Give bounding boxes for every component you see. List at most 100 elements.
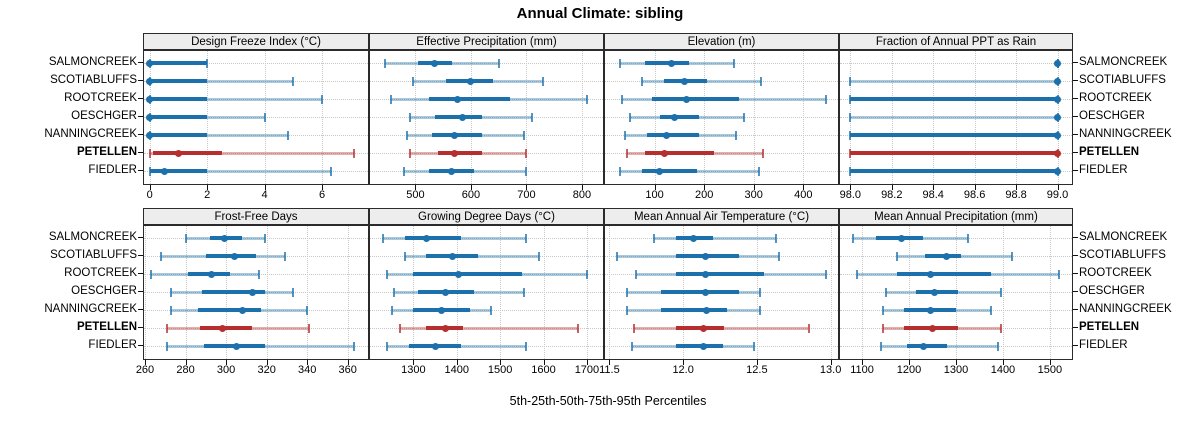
band-25-75 xyxy=(652,97,739,101)
whisker-5-95 xyxy=(149,116,265,119)
whisker-cap xyxy=(641,77,644,86)
y-axis-tick-right xyxy=(1073,134,1078,135)
median-dot xyxy=(442,324,450,332)
y-axis-tick-left xyxy=(138,98,143,99)
whisker-cap xyxy=(263,113,266,122)
x-axis-tick-label: 500 xyxy=(406,189,425,201)
median-dot xyxy=(431,342,439,350)
y-axis-tick-right xyxy=(1073,170,1078,171)
x-axis-tick-label: 1400 xyxy=(990,364,1016,376)
panel-body-effective-precipitation-mm xyxy=(369,50,604,185)
band-25-75 xyxy=(149,97,208,101)
x-axis-tick xyxy=(1002,360,1004,365)
x-axis-tick xyxy=(830,360,832,365)
h-gridline xyxy=(370,135,603,136)
x-axis-tick-label: 300 xyxy=(216,364,236,376)
band-25-75 xyxy=(675,272,765,276)
x-axis-tick xyxy=(850,185,852,190)
whisker-cap xyxy=(160,252,163,261)
site-label-right: SALMONCREEK xyxy=(1079,56,1168,68)
y-axis-tick-left xyxy=(138,80,143,81)
x-axis-tick xyxy=(581,185,583,190)
whisker-cap xyxy=(184,234,187,243)
whisker-5-95 xyxy=(850,116,1058,119)
whisker-cap xyxy=(999,288,1002,297)
site-label-left: OESCHGER xyxy=(71,285,137,297)
x-axis-tick-label: 320 xyxy=(257,364,276,376)
x-axis-tick xyxy=(909,360,911,365)
whisker-cap xyxy=(882,306,885,315)
y-axis-tick-left xyxy=(138,62,143,63)
x-axis-tick-label: 360 xyxy=(338,364,357,376)
band-25-75 xyxy=(644,61,690,65)
whisker-cap xyxy=(896,252,899,261)
h-gridline xyxy=(605,171,838,172)
x-axis-tick xyxy=(1057,185,1059,190)
median-dot xyxy=(450,131,458,139)
median-dot xyxy=(467,77,475,85)
y-axis-tick-left xyxy=(138,116,143,117)
whisker-cap xyxy=(329,167,332,176)
whisker-5-95 xyxy=(653,237,777,240)
x-axis-tick-label: 400 xyxy=(794,189,813,201)
site-label-left: FIEDLER xyxy=(88,164,137,176)
whisker-cap xyxy=(585,270,588,279)
x-axis-tick xyxy=(704,185,706,190)
whisker-cap xyxy=(849,113,852,122)
x-axis-tick-label: 6 xyxy=(318,189,326,201)
median-dot xyxy=(459,113,467,121)
median-dot xyxy=(448,252,456,260)
median-dot xyxy=(146,59,154,67)
whisker-cap xyxy=(824,95,827,104)
band-25-75 xyxy=(647,133,700,137)
x-axis-tick-label: 800 xyxy=(572,189,592,201)
whisker-5-95 xyxy=(149,134,288,137)
site-label-right: ROOTCREEK xyxy=(1079,92,1152,104)
whisker-cap xyxy=(263,234,266,243)
panel-header-fraction-of-annual-ppt-as-rain: Fraction of Annual PPT as Rain xyxy=(839,33,1073,50)
median-dot xyxy=(450,149,458,157)
whisker-cap xyxy=(150,270,153,279)
whisker-5-95 xyxy=(149,80,294,83)
whisker-cap xyxy=(1011,252,1014,261)
whisker-cap xyxy=(392,288,395,297)
whisker-cap xyxy=(382,234,385,243)
h-gridline xyxy=(370,153,603,154)
y-axis-tick-right xyxy=(1073,345,1078,346)
whisker-cap xyxy=(807,324,810,333)
x-axis-tick xyxy=(683,360,685,365)
median-dot xyxy=(931,288,939,296)
h-gridline xyxy=(144,153,368,154)
whisker-cap xyxy=(406,131,409,140)
x-axis-tick xyxy=(974,185,976,190)
x-axis-tick-label: 12.0 xyxy=(672,364,694,376)
whisker-5-95 xyxy=(149,170,331,173)
site-label-right: ROOTCREEK xyxy=(1079,267,1152,279)
band-25-75 xyxy=(850,169,1058,173)
x-axis-tick-label: 600 xyxy=(461,189,481,201)
whisker-cap xyxy=(291,288,294,297)
site-label-right: SCOTIABLUFFS xyxy=(1079,249,1166,261)
whisker-cap xyxy=(411,77,414,86)
y-axis-tick-left xyxy=(138,273,143,274)
band-25-75 xyxy=(644,151,715,155)
whisker-cap xyxy=(148,149,151,158)
whisker-cap xyxy=(352,342,355,351)
whisker-cap xyxy=(849,77,852,86)
x-axis-tick xyxy=(862,360,864,365)
median-dot xyxy=(919,342,927,350)
x-axis-tick xyxy=(753,185,755,190)
h-gridline xyxy=(605,63,838,64)
y-axis-tick-left xyxy=(138,255,143,256)
site-label-left: PETELLEN xyxy=(76,321,137,333)
median-dot xyxy=(898,234,906,242)
median-dot xyxy=(656,167,664,175)
h-gridline xyxy=(840,63,1072,64)
whisker-cap xyxy=(825,270,828,279)
panel-body-design-freeze-index-c xyxy=(143,50,369,185)
whisker-cap xyxy=(628,113,631,122)
y-axis-tick-right xyxy=(1073,291,1078,292)
x-axis-tick xyxy=(264,185,266,190)
x-axis-tick xyxy=(413,360,415,365)
y-axis-tick-right xyxy=(1073,255,1078,256)
